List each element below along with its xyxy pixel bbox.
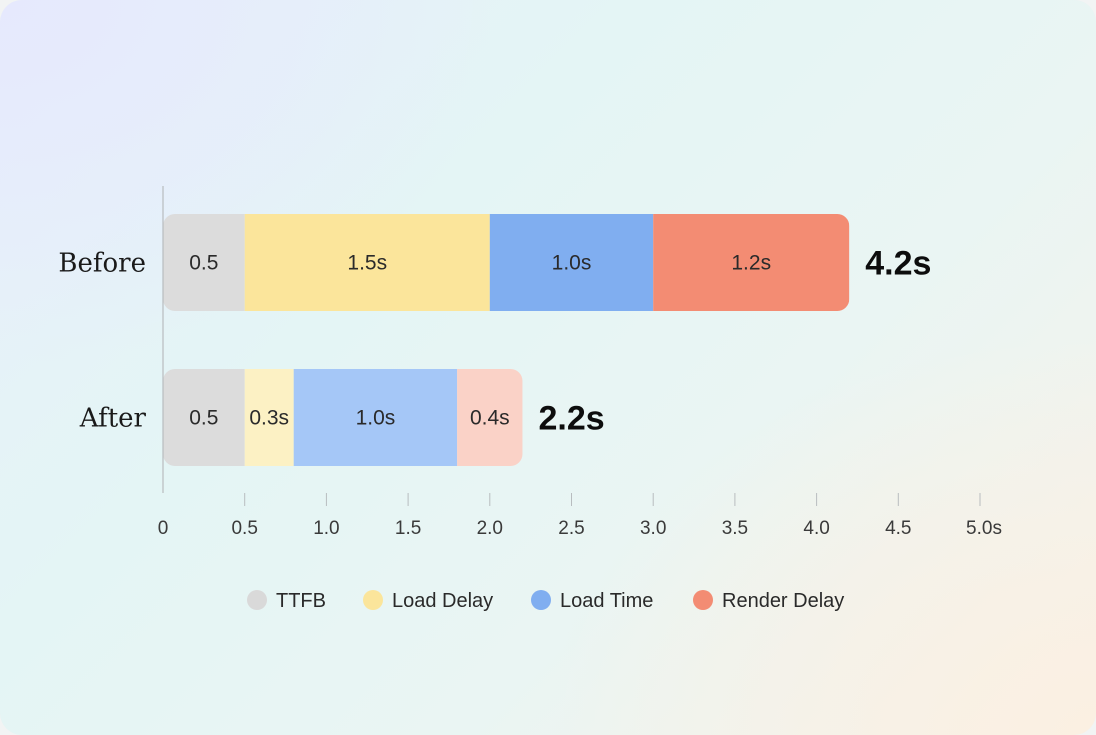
segment-label: 0.5 [189,252,218,275]
legend-swatch [363,590,383,610]
segment-label: 1.5s [347,252,387,275]
bar-group-after [163,369,523,466]
segment-label: 1.0s [552,252,592,275]
segment-label: 0.3s [249,407,289,430]
segment-label: 1.0s [356,407,396,430]
legend-label: Load Delay [392,590,493,612]
legend-swatch [247,590,267,610]
x-tick-label: 2.5 [558,518,584,539]
total-label: 4.2s [865,245,931,283]
x-tick-label: 0 [158,518,169,539]
x-tick-label: 4.5 [885,518,911,539]
legend-label: Load Time [560,590,653,612]
bar-segment-after-ttfb [163,369,245,466]
x-tick-label: 3.0 [640,518,666,539]
segment-label: 0.4s [470,407,510,430]
x-tick-label: 3.5 [722,518,748,539]
total-label: 2.2s [538,400,604,438]
legend-swatch [693,590,713,610]
x-tick-label: 1.0 [313,518,339,539]
bar-segment-after-load-time [293,369,458,466]
x-tick-label: 0.5 [231,518,257,539]
bar-group-before [163,214,850,311]
bar-segment-after-render-delay [457,369,523,466]
bar-segment-before-load-delay [244,214,490,311]
legend-label: TTFB [276,590,326,612]
legend-item-ttfb: TTFB [247,590,326,612]
x-tick-label: 2.0 [477,518,503,539]
legend-item-load-time: Load Time [531,590,653,612]
segment-label: 1.2s [731,252,771,275]
legend-item-render-delay: Render Delay [693,590,844,612]
bar-segment-before-load-time [489,214,654,311]
legend-label: Render Delay [722,590,844,612]
bar-segment-before-ttfb [163,214,245,311]
category-label: After [79,404,147,434]
bar-segment-after-load-delay [244,369,294,466]
legend-item-load-delay: Load Delay [363,590,493,612]
x-tick-label: 5.0s [966,518,1002,539]
legend-swatch [531,590,551,610]
category-label: Before [58,249,146,279]
bar-segment-before-render-delay [653,214,850,311]
x-tick-label: 4.0 [803,518,829,539]
x-tick-label: 1.5 [395,518,421,539]
segment-label: 0.5 [189,407,218,430]
